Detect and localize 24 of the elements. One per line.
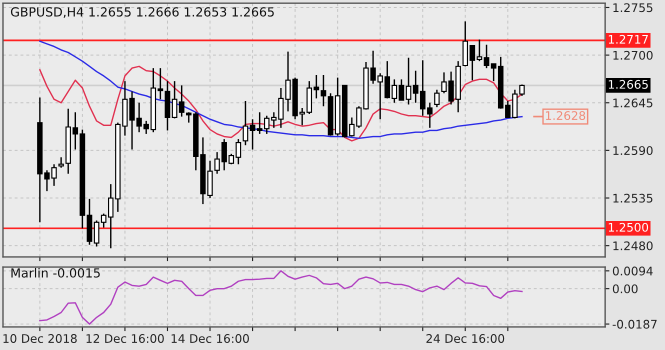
y-tick-label: 1.2590 (613, 146, 653, 156)
chart-title: GBPUSD,H4 1.2655 1.2666 1.2653 1.2665 (10, 7, 274, 18)
candlestick (51, 164, 57, 187)
x-tick-label: 10 Dec 2018 (3, 334, 77, 343)
chart-title: Marlin -0.0015 (11, 268, 100, 278)
y-tick-label: 1.2700 (613, 50, 653, 60)
candlestick (434, 89, 440, 108)
candlestick (242, 100, 248, 146)
x-tick-label: 14 Dec 16:00 (172, 334, 249, 343)
y-tick-label: 1.2645 (613, 98, 652, 108)
y-tick-label: 1.2480 (613, 241, 653, 250)
line-series (39, 66, 523, 142)
y-tick-label: 0.0094 (612, 266, 653, 276)
ref-line-label: 1.2500 (608, 222, 648, 232)
ref-line-label: 1.2665 (608, 80, 648, 89)
y-tick-label: 0.00 (612, 284, 638, 294)
y-tick-label: 1.2535 (613, 194, 652, 203)
candlestick (441, 72, 447, 94)
x-tick-label: 12 Dec 16:00 (86, 334, 164, 343)
text: 1.2628 (546, 111, 586, 120)
ref-line-label: 1.2717 (608, 34, 648, 44)
y-tick-label: -0.0187 (612, 320, 657, 329)
y-tick-label: 1.2755 (613, 3, 652, 12)
x-tick-label: 24 Dec 16:00 (426, 334, 504, 343)
